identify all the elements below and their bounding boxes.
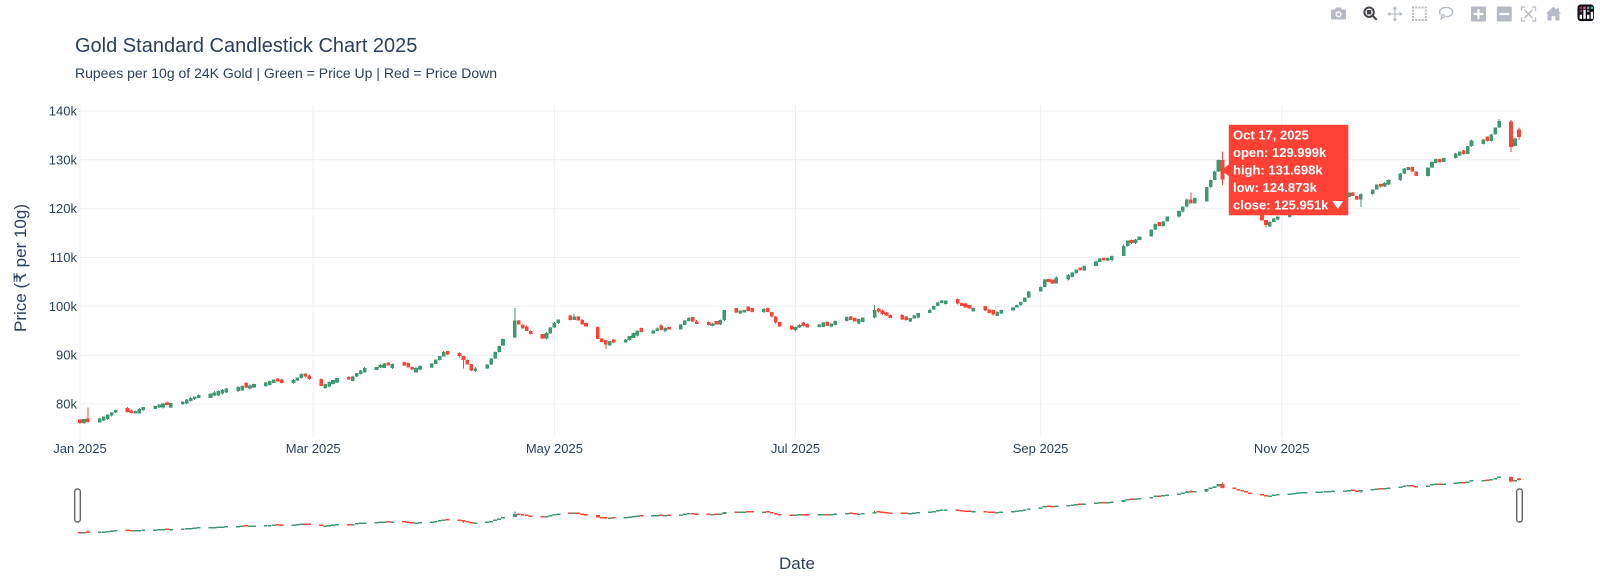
svg-text:130k: 130k [49,152,78,167]
svg-text:Gold Standard Candlestick Char: Gold Standard Candlestick Chart 2025 [75,35,417,57]
svg-text:Oct 17, 2025: Oct 17, 2025 [1233,128,1309,143]
svg-text:low: 124.873k: low: 124.873k [1233,180,1318,195]
svg-text:100k: 100k [49,299,78,314]
svg-text:Date: Date [779,554,815,573]
svg-text:Jan 2025: Jan 2025 [53,441,107,456]
svg-text:May 2025: May 2025 [526,441,583,456]
svg-text:open: 129.999k: open: 129.999k [1233,145,1327,160]
svg-text:Price (₹ per 10g): Price (₹ per 10g) [11,204,30,332]
svg-text:90k: 90k [56,348,77,363]
svg-text:Rupees per 10g of 24K Gold | G: Rupees per 10g of 24K Gold | Green = Pri… [75,65,497,81]
svg-text:high: 131.698k: high: 131.698k [1233,163,1323,178]
svg-text:110k: 110k [50,250,78,265]
svg-text:Nov 2025: Nov 2025 [1254,441,1310,456]
svg-text:Mar 2025: Mar 2025 [286,441,341,456]
svg-text:close: 125.951k: close: 125.951k [1233,198,1329,213]
svg-text:80k: 80k [56,397,77,412]
svg-text:Sep 2025: Sep 2025 [1013,441,1069,456]
svg-text:120k: 120k [49,201,78,216]
svg-text:140k: 140k [49,104,78,119]
svg-text:Jul 2025: Jul 2025 [771,441,820,456]
